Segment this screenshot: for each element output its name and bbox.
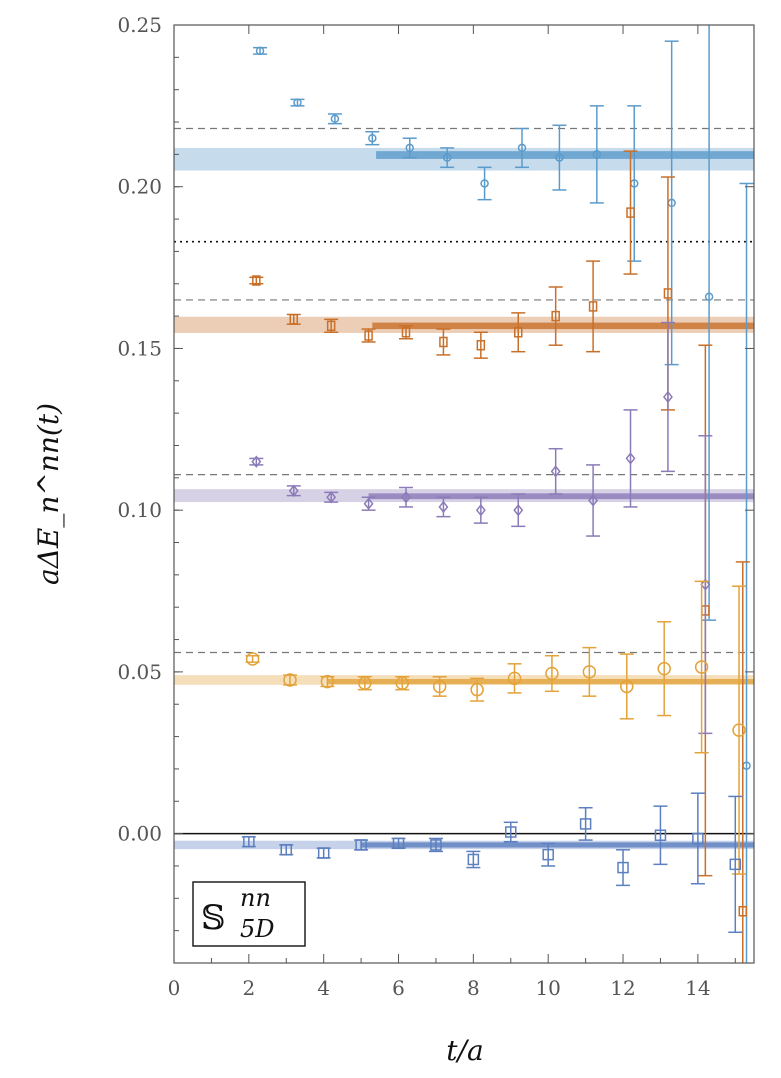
- legend-box: [192, 881, 306, 947]
- data-point: [475, 503, 486, 517]
- data-point: [732, 723, 746, 737]
- data-point: [588, 301, 598, 312]
- reference-lines: [174, 127, 754, 835]
- data-point: [252, 275, 261, 286]
- data-point: [358, 676, 372, 690]
- data-point: [514, 327, 523, 338]
- data-point: [476, 339, 486, 351]
- y-tick-label: 0.15: [117, 336, 162, 360]
- x-tick-label: 12: [610, 976, 635, 1000]
- data-point: [438, 500, 449, 514]
- data-point: [555, 153, 564, 162]
- data-point: [432, 679, 447, 694]
- data-point: [368, 133, 377, 143]
- data-point: [401, 327, 411, 338]
- data-point: [738, 905, 748, 917]
- data-point: [517, 143, 527, 153]
- data-point: [620, 679, 634, 694]
- x-tick-label: 14: [685, 976, 710, 1000]
- data-point: [700, 578, 711, 591]
- y-axis-title: aΔE_n^nn(t): [32, 403, 65, 585]
- data-point: [507, 671, 522, 686]
- data-point: [442, 153, 452, 162]
- data-point: [288, 484, 299, 497]
- data-point: [467, 853, 480, 866]
- fit-line: [327, 679, 754, 685]
- data-point: [626, 207, 635, 218]
- data-point: [542, 848, 554, 861]
- data-point: [439, 336, 448, 348]
- fit-line: [368, 493, 754, 500]
- data-point: [470, 682, 484, 697]
- legend-symbol: 𝕊: [201, 898, 226, 938]
- x-tick-label: 10: [535, 976, 560, 1000]
- y-tick-label: 0.10: [117, 498, 162, 522]
- data-point: [625, 452, 636, 465]
- data-points: [241, 25, 754, 963]
- data-point: [694, 660, 709, 674]
- data-point: [283, 673, 297, 687]
- x-tick-label: 4: [317, 976, 330, 1000]
- data-point: [617, 861, 629, 874]
- data-point: [401, 491, 411, 504]
- data-point: [579, 818, 592, 830]
- data-point: [582, 665, 597, 679]
- data-point: [363, 497, 374, 510]
- data-point: [654, 829, 667, 841]
- x-tick-label: 8: [467, 976, 480, 1000]
- fit-line: [372, 322, 754, 330]
- data-point: [326, 491, 337, 504]
- fit-bands: [174, 147, 754, 850]
- data-point: [592, 150, 602, 159]
- data-point: [663, 288, 673, 299]
- data-point: [364, 330, 373, 341]
- x-tick-label: 6: [392, 976, 405, 1000]
- data-point: [395, 676, 410, 690]
- data-point: [588, 494, 599, 507]
- axis-ticks: 0 2 4 6 8 10 12 14 0.00 0.05 0.10 0.15 0.20 0.25: [117, 13, 754, 1000]
- data-point: [245, 652, 260, 666]
- x-tick-label: 2: [242, 976, 255, 1000]
- data-point: [255, 46, 265, 56]
- data-point: [662, 390, 673, 404]
- data-point: [293, 98, 302, 107]
- data-point: [280, 844, 293, 856]
- data-point: [550, 465, 561, 478]
- data-point: [330, 114, 340, 124]
- legend-subscript: 5D: [240, 915, 275, 943]
- data-point: [480, 179, 489, 188]
- fit-line: [361, 842, 754, 848]
- data-point: [657, 661, 671, 676]
- data-point: [430, 839, 442, 851]
- fit-line: [376, 151, 754, 159]
- data-point: [505, 826, 517, 838]
- data-point: [320, 674, 335, 689]
- legend: 𝕊 nn 5D: [192, 881, 306, 947]
- data-point: [355, 839, 367, 851]
- y-tick-label: 0.25: [117, 13, 162, 37]
- legend-superscript: nn: [240, 884, 271, 912]
- data-point: [704, 292, 714, 301]
- data-point: [289, 314, 298, 325]
- data-point: [692, 832, 704, 845]
- x-tick-label: 0: [168, 976, 181, 1000]
- data-point: [317, 847, 330, 859]
- x-axis-title: t/a: [446, 1034, 483, 1067]
- data-point: [392, 837, 405, 850]
- data-point: [405, 143, 414, 153]
- data-point: [513, 503, 524, 517]
- data-point: [551, 310, 560, 322]
- data-point: [545, 666, 559, 681]
- data-point: [326, 320, 336, 332]
- plot-frame: [173, 24, 755, 964]
- data-point: [729, 858, 742, 871]
- data-point: [251, 455, 262, 468]
- y-tick-label: 0.00: [117, 822, 162, 846]
- data-point: [243, 835, 255, 848]
- y-tick-label: 0.05: [117, 660, 162, 684]
- y-tick-label: 0.20: [117, 175, 162, 199]
